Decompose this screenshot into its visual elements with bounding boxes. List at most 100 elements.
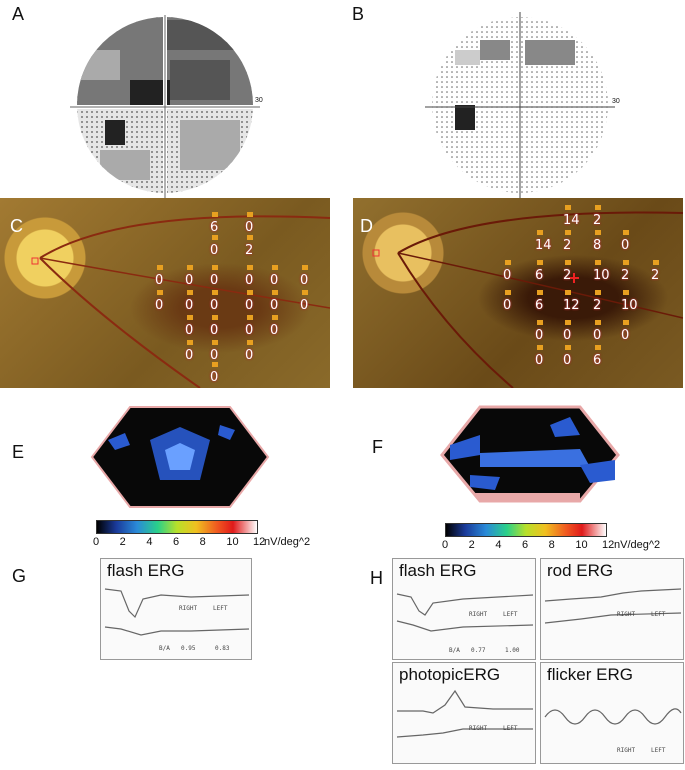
stimulus-marker <box>272 265 278 270</box>
sensitivity-value: 0 <box>210 243 219 258</box>
stimulus-marker <box>623 320 629 325</box>
sensitivity-value: 0 <box>563 353 572 368</box>
stimulus-marker <box>302 265 308 270</box>
stimulus-marker <box>505 260 511 265</box>
stimulus-marker <box>247 235 253 240</box>
colorbar-tick: 2 <box>468 539 475 551</box>
sensitivity-value: 0 <box>155 298 164 313</box>
stimulus-marker <box>595 320 601 325</box>
erg-right-photopic: RIGHT <box>469 725 488 732</box>
erg-ratio-right-g: 0.95 <box>181 645 196 652</box>
erg-right-h: RIGHT <box>469 611 488 618</box>
sensitivity-value: 0 <box>210 273 219 288</box>
stimulus-marker <box>595 230 601 235</box>
sensitivity-value: 10 <box>621 298 638 313</box>
stimulus-marker <box>595 205 601 210</box>
panel-label-f: F <box>372 437 383 457</box>
sensitivity-value: 2 <box>563 268 572 283</box>
visual-field-a <box>70 10 260 200</box>
stimulus-marker <box>187 340 193 345</box>
sensitivity-value: 14 <box>535 238 552 253</box>
stimulus-marker <box>537 290 543 295</box>
sensitivity-value: 2 <box>593 213 602 228</box>
sensitivity-value: 0 <box>503 298 512 313</box>
stimulus-marker <box>212 362 218 367</box>
colorbar-unit-left: nV/deg^2 <box>264 536 311 548</box>
sensitivity-value: 0 <box>535 353 544 368</box>
stimulus-marker <box>537 230 543 235</box>
stimulus-marker <box>212 212 218 217</box>
stimulus-marker <box>302 290 308 295</box>
stimulus-marker <box>247 212 253 217</box>
sensitivity-value: 12 <box>563 298 580 313</box>
colorbar-tick: 0 <box>93 536 100 548</box>
erg-left-photopic: LEFT <box>503 725 518 732</box>
mferg-map-f <box>440 405 620 503</box>
stimulus-marker <box>595 290 601 295</box>
sensitivity-value: 2 <box>651 268 660 283</box>
stimulus-marker <box>212 265 218 270</box>
panel-label-g: G <box>12 566 27 586</box>
colorbar-tick: 10 <box>226 536 239 548</box>
erg-left-g: LEFT <box>213 605 228 612</box>
stimulus-marker <box>247 340 253 345</box>
sensitivity-value: 0 <box>210 323 219 338</box>
erg-left-flicker: LEFT <box>651 747 666 754</box>
erg-panel-h-photopic: photopicERG RIGHT LEFT <box>392 662 536 764</box>
sensitivity-value: 6 <box>593 353 602 368</box>
sensitivity-value: 0 <box>210 370 219 385</box>
sensitivity-value: 0 <box>503 268 512 283</box>
erg-ratio-label-g: B/A <box>159 645 170 652</box>
colorbar-tick: 0 <box>442 539 449 551</box>
stimulus-marker <box>187 315 193 320</box>
sensitivity-value: 0 <box>245 298 254 313</box>
colorbar-tick: 10 <box>575 539 588 551</box>
sensitivity-value: 0 <box>270 273 279 288</box>
visual-field-b <box>425 10 615 200</box>
stimulus-marker <box>565 205 571 210</box>
sensitivity-value: 6 <box>535 268 544 283</box>
stimulus-marker <box>653 260 659 265</box>
erg-panel-g: flash ERG RIGHT LEFT B/A 0.95 0.83 <box>100 558 252 660</box>
sensitivity-value: 0 <box>621 238 630 253</box>
colorbar-tick: 4 <box>146 536 153 548</box>
stimulus-marker <box>247 290 253 295</box>
stimulus-marker <box>157 265 163 270</box>
erg-title-h-photopic: photopicERG <box>399 665 501 684</box>
sensitivity-value: 2 <box>593 298 602 313</box>
colorbar-tick: 12 <box>253 536 266 548</box>
stimulus-marker <box>212 290 218 295</box>
stimulus-marker <box>595 260 601 265</box>
stimulus-marker <box>505 290 511 295</box>
sensitivity-value: 0 <box>185 348 194 363</box>
stimulus-marker <box>565 260 571 265</box>
sensitivity-value: 0 <box>185 298 194 313</box>
panel-label-c: C <box>10 216 23 236</box>
stimulus-marker <box>272 290 278 295</box>
sensitivity-value: 0 <box>593 328 602 343</box>
sensitivity-value: 0 <box>300 298 309 313</box>
erg-title-g: flash ERG <box>107 561 185 580</box>
sensitivity-value: 0 <box>270 323 279 338</box>
erg-panel-h-flicker: flicker ERG RIGHT LEFT <box>540 662 684 764</box>
stimulus-marker <box>623 260 629 265</box>
colorbar-tick: 4 <box>495 539 502 551</box>
stimulus-marker <box>247 265 253 270</box>
sensitivity-value: 0 <box>245 220 254 235</box>
stimulus-marker <box>565 290 571 295</box>
stimulus-marker <box>537 345 543 350</box>
erg-ratio-label-h: B/A <box>449 647 460 654</box>
stimulus-marker <box>247 315 253 320</box>
erg-title-h-rod: rod ERG <box>547 561 614 580</box>
stimulus-marker <box>212 340 218 345</box>
sensitivity-value: 0 <box>563 328 572 343</box>
erg-ratio-left-g: 0.83 <box>215 645 230 652</box>
stimulus-marker <box>623 230 629 235</box>
panel-label-h: H <box>370 568 383 588</box>
stimulus-marker <box>187 290 193 295</box>
erg-ratio-right-h: 0.77 <box>471 647 486 654</box>
sensitivity-value: 0 <box>155 273 164 288</box>
erg-right-flicker: RIGHT <box>617 747 636 754</box>
sensitivity-value: 0 <box>535 328 544 343</box>
sensitivity-value: 6 <box>210 220 219 235</box>
